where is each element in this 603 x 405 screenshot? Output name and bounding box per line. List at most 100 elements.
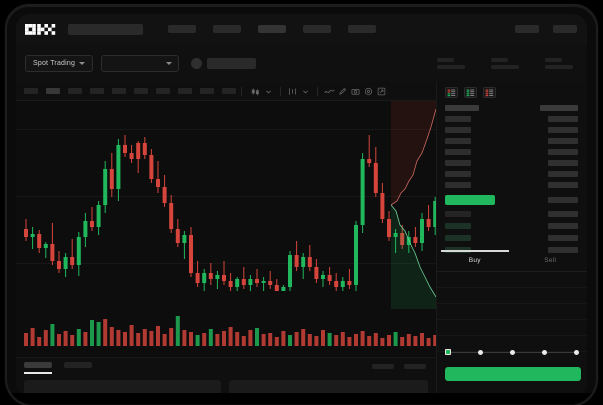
header-action-2[interactable]	[553, 25, 577, 33]
orderbook-rows[interactable]	[437, 103, 587, 253]
pencil-icon[interactable]	[336, 85, 349, 98]
orders-tabs-actions	[372, 364, 436, 369]
candlestick-series	[24, 135, 436, 291]
orderbook-ask-row-price-4[interactable]	[445, 149, 471, 155]
slider-handle[interactable]	[445, 349, 451, 355]
chevron-down-icon[interactable]	[299, 85, 312, 98]
ticker-stats	[437, 57, 573, 69]
orderbook-ask-row-size-3[interactable]	[548, 138, 578, 144]
orderbook-spread-highlight	[445, 195, 495, 205]
timeframe-9[interactable]	[200, 88, 214, 94]
settings-icon[interactable]	[362, 85, 375, 98]
app-header	[16, 14, 587, 44]
orderbook-ask-row-price-6[interactable]	[445, 171, 471, 177]
timeframe-8[interactable]	[178, 88, 192, 94]
trade-side-tabs: Buy Sell	[437, 250, 587, 272]
bottom-action-1[interactable]	[372, 364, 394, 369]
price-chart[interactable]	[16, 101, 436, 357]
orderbook-header-right	[540, 105, 578, 111]
nav-item-4[interactable]	[303, 25, 331, 33]
coin-icon	[191, 57, 203, 69]
timeframe-10[interactable]	[222, 88, 236, 94]
timeframe-2[interactable]	[46, 88, 60, 94]
ticker-stat-2-value	[491, 64, 519, 69]
okx-logo[interactable]	[25, 23, 58, 35]
orderbook-ask-row-price-5[interactable]	[445, 160, 471, 166]
orderbook-bid-row-price-3[interactable]	[445, 235, 471, 241]
nav-item-2[interactable]	[213, 25, 241, 33]
orderbook-ask-row-price-3[interactable]	[445, 138, 471, 144]
orderbook-bid-row-size-2[interactable]	[548, 223, 578, 229]
orderbook-mode-asks[interactable]	[483, 87, 496, 98]
orderbook-trade-panel: Buy Sell	[436, 82, 587, 397]
device-bottom-bezel	[7, 393, 596, 405]
slider-step-50[interactable]	[510, 349, 515, 355]
slider-step-75[interactable]	[542, 349, 547, 355]
orderbook-ask-row-price-1[interactable]	[445, 116, 471, 122]
line-chart-icon[interactable]	[323, 85, 336, 98]
toolbar-divider	[280, 86, 281, 96]
nav-item-3[interactable]	[258, 25, 286, 33]
trade-form	[437, 272, 587, 352]
header-action-1[interactable]	[515, 25, 539, 33]
timeframe-3[interactable]	[68, 88, 82, 94]
nav-item-1[interactable]	[168, 25, 196, 33]
toolbar-divider	[241, 86, 242, 96]
indicator-icon[interactable]	[286, 85, 299, 98]
chevron-down-icon	[79, 61, 86, 65]
orderbook-ask-row-size-7[interactable]	[548, 182, 578, 188]
ticker-stat-1-label	[437, 57, 454, 62]
price-field[interactable]	[437, 288, 587, 304]
slider-step-100[interactable]	[574, 349, 579, 355]
bottom-tab-open-orders[interactable]	[24, 361, 52, 374]
orderbook-mode-bids[interactable]	[464, 87, 477, 98]
ticker-price	[207, 57, 257, 69]
camera-icon[interactable]	[349, 85, 362, 98]
orderbook-mode-both[interactable]	[445, 87, 458, 98]
orderbook-ask-row-price-2[interactable]	[445, 127, 471, 133]
amount-percent-slider[interactable]	[445, 348, 579, 356]
orderbook-bid-row-price-2[interactable]	[445, 223, 471, 229]
timeframe-1[interactable]	[24, 88, 38, 94]
chevron-down-icon	[166, 61, 173, 65]
total-field[interactable]	[437, 320, 587, 336]
trading-mode-select[interactable]: Spot Trading	[25, 54, 94, 72]
chart-toolbar	[16, 82, 436, 101]
orderbook-ask-row-price-7[interactable]	[445, 182, 471, 188]
orderbook-ask-row-size-2[interactable]	[548, 127, 578, 133]
timeframe-4[interactable]	[90, 88, 104, 94]
tab-buy[interactable]: Buy	[437, 250, 513, 271]
trading-pair-select[interactable]	[101, 54, 180, 72]
bottom-card-right[interactable]	[229, 380, 428, 397]
slider-step-25[interactable]	[478, 349, 483, 355]
timeframe-7[interactable]	[156, 88, 170, 94]
tab-sell[interactable]: Sell	[513, 250, 588, 271]
orderbook-ask-row-size-6[interactable]	[548, 171, 578, 177]
chart-tools	[249, 85, 388, 98]
trading-mode-label: Spot Trading	[33, 59, 76, 67]
nav-item-5[interactable]	[348, 25, 376, 33]
orderbook-bid-row-price-1[interactable]	[445, 211, 471, 217]
timeframe-6[interactable]	[134, 88, 148, 94]
search-input[interactable]	[68, 23, 143, 35]
orderbook-bid-row-size-4[interactable]	[548, 247, 578, 253]
ticker-stat-3-value	[545, 64, 573, 69]
orderbook-bid-row-size-1[interactable]	[548, 211, 578, 217]
ticker-stat-1-value	[437, 64, 465, 69]
orderbook-ask-row-size-5[interactable]	[548, 160, 578, 166]
amount-field[interactable]	[437, 304, 587, 320]
submit-buy-button[interactable]	[445, 367, 581, 381]
bottom-card-left[interactable]	[24, 380, 221, 397]
candlestick-icon[interactable]	[249, 85, 262, 98]
bottom-action-2[interactable]	[404, 364, 426, 369]
bottom-tab-order-history-label	[64, 361, 92, 368]
timeframe-5[interactable]	[112, 88, 126, 94]
orderbook-bid-row-size-3[interactable]	[548, 235, 578, 241]
orderbook-ask-row-size-4[interactable]	[548, 149, 578, 155]
orders-tabs	[16, 358, 436, 375]
orderbook-ask-row-size-1[interactable]	[548, 116, 578, 122]
chevron-down-icon[interactable]	[262, 85, 275, 98]
order-type-field[interactable]	[437, 272, 587, 288]
fullscreen-icon[interactable]	[375, 85, 388, 98]
bottom-tab-order-history[interactable]	[64, 361, 92, 372]
